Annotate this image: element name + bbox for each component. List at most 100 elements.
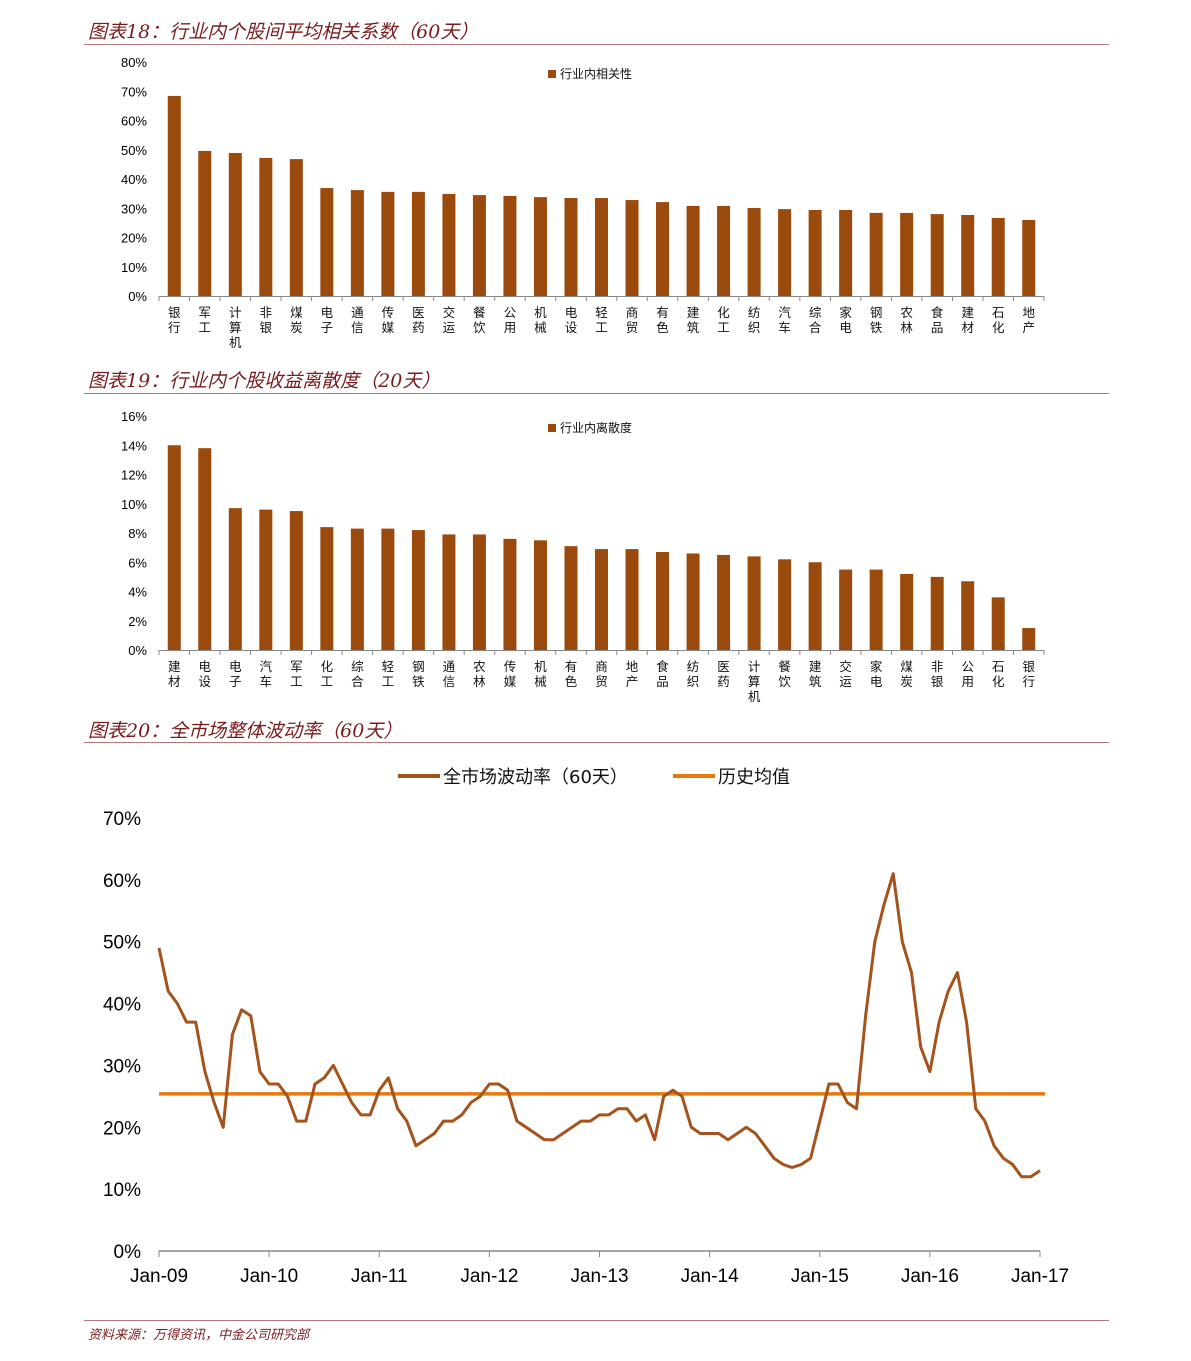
x-tick-label: 非银	[260, 305, 273, 335]
x-tick-label: 机械	[534, 659, 547, 689]
bar	[656, 202, 670, 296]
x-tick-label: Jan-09	[130, 1266, 188, 1287]
x-tick-label: 通信	[351, 305, 364, 335]
x-tick-label: 银行	[1022, 659, 1035, 689]
bar	[472, 534, 486, 650]
x-tick-label: 家电	[870, 659, 883, 689]
x-tick-label: 建筑	[809, 659, 822, 689]
bar	[289, 159, 303, 296]
bar	[717, 554, 731, 650]
bar	[564, 198, 578, 296]
bar	[198, 150, 212, 296]
x-tick-label: 食品	[931, 305, 944, 335]
x-tick-label: 建材	[168, 659, 181, 689]
x-tick-label: 电设	[565, 305, 578, 335]
x-tick-label: 石化	[992, 305, 1005, 335]
y-tick-label: 0%	[128, 289, 147, 304]
x-tick-label: 交运	[443, 305, 456, 335]
x-tick-label: 医药	[412, 305, 425, 335]
x-tick-label: Jan-12	[460, 1266, 518, 1287]
divider	[84, 742, 1109, 743]
x-tick-label: 农林	[900, 305, 913, 335]
bar	[228, 508, 242, 650]
x-tick-label: 地产	[1022, 305, 1035, 335]
x-tick-label: 电子	[321, 305, 334, 335]
bar	[839, 569, 853, 650]
bar	[808, 562, 822, 650]
bar	[900, 573, 914, 650]
y-tick-label: 6%	[128, 555, 147, 570]
bar	[686, 553, 700, 650]
y-tick-label: 16%	[121, 409, 147, 424]
bar	[991, 597, 1005, 650]
y-tick-label: 10%	[103, 1180, 141, 1201]
x-tick-label: 综合	[809, 305, 822, 335]
divider	[84, 1320, 1109, 1321]
legend-label: 行业内离散度	[560, 420, 632, 435]
bar	[778, 209, 792, 296]
x-tick-label: Jan-11	[351, 1266, 408, 1287]
y-tick-label: 12%	[121, 468, 147, 483]
bar	[533, 197, 547, 296]
x-tick-label: 建筑	[687, 305, 700, 335]
x-tick-label: 汽车	[260, 659, 273, 689]
x-tick-label: 汽车	[778, 305, 791, 335]
y-tick-label: 70%	[121, 84, 147, 99]
x-tick-label: 有色	[565, 659, 578, 689]
x-tick-label: 食品	[656, 659, 669, 689]
x-tick-label: 钢铁	[412, 659, 425, 689]
bar	[167, 445, 181, 650]
x-tick-label: 商贸	[595, 659, 608, 689]
bar	[930, 576, 944, 650]
x-tick-label: 餐饮	[473, 305, 486, 335]
x-tick-label: 公用	[961, 659, 974, 689]
legend-label: 行业内相关性	[560, 67, 632, 81]
bar	[381, 191, 395, 296]
bar	[625, 200, 639, 296]
bar	[930, 214, 944, 296]
y-tick-label: 50%	[103, 933, 141, 954]
source-note: 资料来源：万得资讯，中金公司研究部	[88, 1328, 310, 1343]
legend-label-volatility: 全市场波动率（60天）	[443, 767, 628, 788]
x-tick-label: Jan-13	[570, 1266, 628, 1287]
chart3-title: 图表20：全市场整体波动率（60天）	[88, 720, 403, 742]
x-tick-label: 石化	[992, 659, 1005, 689]
bar	[228, 152, 242, 296]
volatility-line	[157, 872, 1041, 1179]
bar	[350, 528, 364, 650]
x-tick-label: 公用	[504, 305, 517, 335]
bar	[381, 528, 395, 650]
x-tick-label: 纺织	[687, 659, 700, 689]
x-tick-label: 煤炭	[900, 659, 913, 689]
bar	[961, 214, 975, 296]
y-tick-label: 40%	[121, 172, 147, 187]
y-tick-label: 30%	[121, 201, 147, 216]
x-tick-label: 传媒	[504, 659, 517, 689]
x-tick-label: 电设	[199, 659, 212, 689]
y-tick-label: 14%	[121, 438, 147, 453]
bar	[747, 207, 761, 296]
x-tick-label: Jan-10	[240, 1266, 298, 1287]
y-tick-label: 50%	[121, 143, 147, 158]
x-tick-label: 通信	[443, 659, 456, 689]
bar	[839, 210, 853, 296]
bar	[472, 195, 486, 296]
y-tick-label: 40%	[103, 995, 141, 1016]
bar	[320, 527, 334, 650]
x-tick-label: 医药	[717, 659, 730, 689]
y-tick-label: 20%	[103, 1118, 141, 1139]
bar	[625, 549, 639, 650]
bar	[595, 549, 608, 650]
x-tick-label: 家电	[839, 305, 852, 335]
x-tick-label: 银行	[168, 305, 181, 335]
bar	[442, 193, 456, 296]
y-tick-label: 30%	[103, 1056, 141, 1077]
x-tick-label: Jan-16	[901, 1266, 959, 1287]
y-tick-label: 80%	[121, 55, 147, 70]
y-tick-label: 4%	[128, 585, 147, 600]
legend-label-average: 历史均值	[718, 767, 790, 788]
divider	[84, 44, 1109, 45]
x-tick-label: 钢铁	[870, 305, 883, 335]
x-tick-label: 商贸	[626, 305, 639, 335]
